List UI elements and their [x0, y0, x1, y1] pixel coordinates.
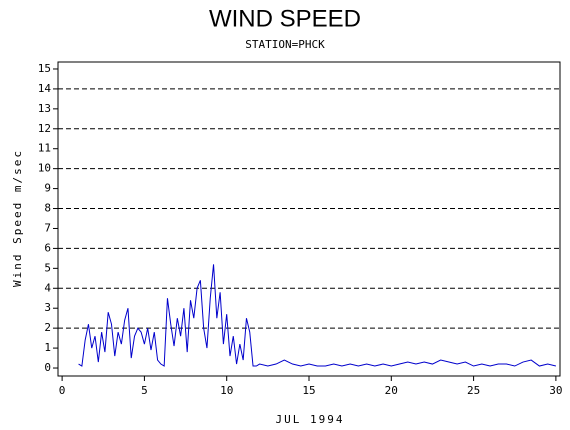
- y-tick-label: 1: [44, 341, 51, 354]
- x-axis-label: JUL 1994: [276, 413, 345, 426]
- plot-frame: [57, 61, 561, 377]
- x-tick-label: 5: [141, 384, 148, 397]
- chart-title: WIND SPEED: [209, 5, 361, 32]
- y-axis-label: Wind Speed m/sec: [11, 149, 24, 287]
- y-tick-label: 12: [38, 122, 51, 135]
- data-line: [78, 264, 557, 367]
- y-tick-label: 15: [38, 62, 51, 75]
- x-tick-label: 20: [385, 384, 398, 397]
- y-tick-label: 10: [38, 162, 51, 175]
- x-tick-label: 15: [302, 384, 315, 397]
- y-tick-label: 4: [44, 281, 51, 294]
- x-tick-label: 0: [59, 384, 66, 397]
- y-tick-label: 2: [44, 321, 51, 334]
- chart-subtitle: STATION=PHCK: [245, 38, 325, 51]
- x-tick-label: 10: [220, 384, 233, 397]
- y-tick-label: 3: [44, 301, 51, 314]
- x-tick-label: 30: [549, 384, 562, 397]
- y-tick-label: 11: [38, 142, 51, 155]
- x-tick-label: 25: [467, 384, 480, 397]
- y-tick-label: 14: [38, 82, 52, 95]
- y-tick-label: 6: [44, 241, 51, 254]
- y-tick-label: 8: [44, 202, 51, 215]
- y-tick-label: 5: [44, 261, 51, 274]
- y-tick-label: 0: [44, 361, 51, 374]
- y-tick-label: 13: [38, 102, 51, 115]
- y-tick-label: 7: [44, 221, 51, 234]
- y-tick-label: 9: [44, 182, 51, 195]
